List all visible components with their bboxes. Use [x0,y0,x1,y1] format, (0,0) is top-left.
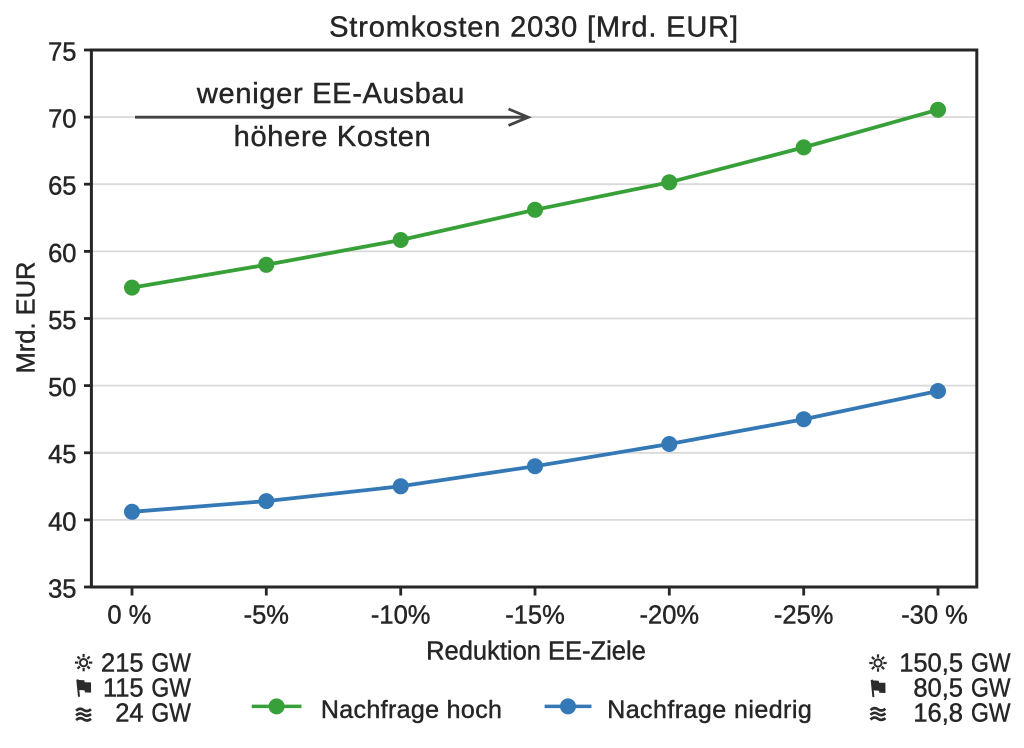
svg-text:GW: GW [971,674,1011,702]
svg-text:GW: GW [151,649,191,677]
svg-text:50: 50 [48,374,76,402]
svg-text:-10%: -10% [371,601,431,629]
svg-text:weniger EE-Ausbau: weniger EE-Ausbau [196,78,465,110]
svg-text:-30 %: -30 % [901,601,968,629]
svg-text:215: 215 [101,649,144,677]
svg-text:-15%: -15% [505,601,565,629]
svg-text:Mrd. EUR: Mrd. EUR [13,262,41,374]
svg-text:16,8: 16,8 [913,699,963,727]
svg-text:0 %: 0 % [107,601,151,629]
svg-text:115: 115 [103,674,144,702]
svg-text:-5%: -5% [244,601,289,629]
svg-text:35: 35 [48,575,76,603]
svg-text:65: 65 [48,173,76,201]
svg-text:75: 75 [48,38,76,66]
svg-text:höhere Kosten: höhere Kosten [234,121,432,153]
svg-text:GW: GW [151,674,191,702]
svg-text:-25%: -25% [774,601,834,629]
svg-text:80,5: 80,5 [913,674,963,702]
svg-text:GW: GW [971,649,1011,677]
svg-text:Stromkosten 2030 [Mrd. EUR]: Stromkosten 2030 [Mrd. EUR] [329,11,739,43]
svg-text:60: 60 [48,240,76,268]
svg-text:24: 24 [115,699,143,727]
svg-text:-20%: -20% [640,601,700,629]
svg-text:GW: GW [151,699,191,727]
svg-text:Nachfrage hoch: Nachfrage hoch [321,696,502,724]
svg-text:40: 40 [48,508,76,536]
svg-text:55: 55 [48,307,76,335]
svg-text:70: 70 [48,106,76,134]
svg-text:Reduktion EE-Ziele: Reduktion EE-Ziele [426,637,646,665]
svg-text:Nachfrage niedrig: Nachfrage niedrig [607,696,812,724]
svg-text:150,5: 150,5 [899,649,963,677]
svg-text:45: 45 [48,441,76,469]
svg-text:GW: GW [971,699,1011,727]
